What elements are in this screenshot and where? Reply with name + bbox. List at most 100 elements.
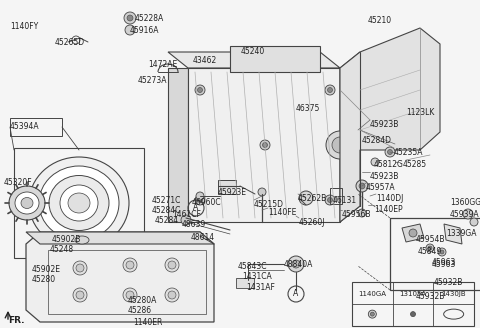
Polygon shape [444, 224, 462, 244]
Circle shape [73, 288, 87, 302]
Text: 45285: 45285 [403, 160, 427, 169]
Circle shape [299, 191, 313, 205]
Circle shape [470, 218, 478, 226]
Ellipse shape [21, 197, 33, 209]
Text: 45954B: 45954B [416, 235, 445, 244]
Text: 13105A: 13105A [399, 291, 427, 297]
Text: 1140DJ: 1140DJ [376, 194, 403, 203]
Ellipse shape [29, 157, 129, 249]
Text: 46960C: 46960C [192, 198, 222, 207]
Text: 45280A: 45280A [128, 296, 157, 305]
Text: 1461CF: 1461CF [172, 210, 201, 219]
Text: 45265D: 45265D [55, 38, 85, 47]
Text: 45284C: 45284C [152, 206, 181, 215]
Text: A: A [193, 203, 199, 213]
Text: 1140GA: 1140GA [359, 291, 386, 297]
Text: 45956B: 45956B [342, 210, 372, 219]
Bar [390, 218, 480, 290]
Text: 45394A: 45394A [10, 122, 40, 131]
Text: 45902B: 45902B [52, 235, 82, 244]
Text: 45923B: 45923B [370, 172, 399, 181]
Polygon shape [26, 232, 214, 244]
Ellipse shape [9, 186, 45, 220]
Circle shape [327, 197, 333, 202]
Text: 45271C: 45271C [152, 196, 181, 205]
Bar [218, 180, 236, 194]
Circle shape [260, 140, 270, 150]
Polygon shape [168, 52, 340, 68]
Circle shape [371, 158, 379, 166]
Text: 45248: 45248 [50, 245, 74, 254]
Circle shape [76, 291, 84, 299]
Text: 43462: 43462 [193, 56, 217, 65]
Circle shape [326, 131, 354, 159]
Circle shape [438, 248, 446, 256]
Circle shape [327, 88, 333, 92]
Text: 1431AF: 1431AF [246, 283, 275, 292]
Circle shape [359, 183, 365, 189]
Bar [14, 148, 144, 258]
Ellipse shape [49, 175, 109, 231]
Ellipse shape [39, 166, 119, 240]
Circle shape [385, 147, 395, 157]
Text: 1140ER: 1140ER [133, 318, 162, 327]
Bar [10, 118, 62, 136]
Text: 46131: 46131 [333, 196, 357, 205]
Text: 45284: 45284 [155, 216, 179, 225]
Circle shape [195, 85, 205, 95]
Text: 45963: 45963 [432, 260, 456, 269]
Text: 45235A: 45235A [394, 148, 423, 157]
Ellipse shape [68, 193, 90, 213]
Text: 45923E: 45923E [218, 188, 247, 197]
Polygon shape [402, 224, 424, 242]
Circle shape [196, 192, 204, 200]
Polygon shape [168, 68, 188, 222]
Polygon shape [26, 232, 214, 322]
Circle shape [165, 258, 179, 272]
Text: 48639: 48639 [182, 220, 206, 229]
Circle shape [125, 25, 135, 35]
Text: 1339GA: 1339GA [446, 229, 477, 238]
Circle shape [325, 85, 335, 95]
Text: 45320F: 45320F [4, 178, 33, 187]
Text: A: A [293, 290, 299, 298]
Text: 45273A: 45273A [138, 76, 168, 85]
Circle shape [181, 215, 191, 225]
Text: 45280: 45280 [32, 275, 56, 284]
Text: 46375: 46375 [296, 104, 320, 113]
Circle shape [197, 88, 203, 92]
Bar [352, 282, 474, 326]
Circle shape [288, 256, 304, 272]
Circle shape [126, 291, 134, 299]
Circle shape [368, 310, 376, 318]
Circle shape [428, 246, 432, 250]
Text: 45228A: 45228A [135, 14, 164, 23]
Circle shape [123, 258, 137, 272]
Text: 45932B: 45932B [434, 278, 463, 287]
Polygon shape [188, 68, 340, 222]
Circle shape [124, 12, 136, 24]
Circle shape [463, 209, 473, 219]
Text: 45812G: 45812G [374, 160, 404, 169]
Text: 45916A: 45916A [130, 26, 159, 35]
Text: 45963: 45963 [432, 258, 456, 267]
Text: 48840A: 48840A [284, 260, 313, 269]
Text: 1140FE: 1140FE [268, 208, 296, 217]
Text: 45849: 45849 [418, 247, 442, 256]
Text: 45932B: 45932B [415, 292, 444, 301]
Text: 1472AE: 1472AE [148, 60, 177, 69]
Text: 45215D: 45215D [254, 200, 284, 209]
Circle shape [356, 180, 368, 192]
Circle shape [371, 312, 374, 316]
Text: 1123LK: 1123LK [406, 108, 434, 117]
Text: 48614: 48614 [191, 233, 215, 242]
Circle shape [126, 261, 134, 269]
Text: 45260J: 45260J [299, 218, 325, 227]
Circle shape [325, 195, 335, 205]
Circle shape [73, 261, 87, 275]
Text: 1360GG: 1360GG [450, 198, 480, 207]
Circle shape [168, 291, 176, 299]
Text: 45923B: 45923B [370, 120, 399, 129]
Circle shape [123, 288, 137, 302]
Circle shape [258, 188, 266, 196]
